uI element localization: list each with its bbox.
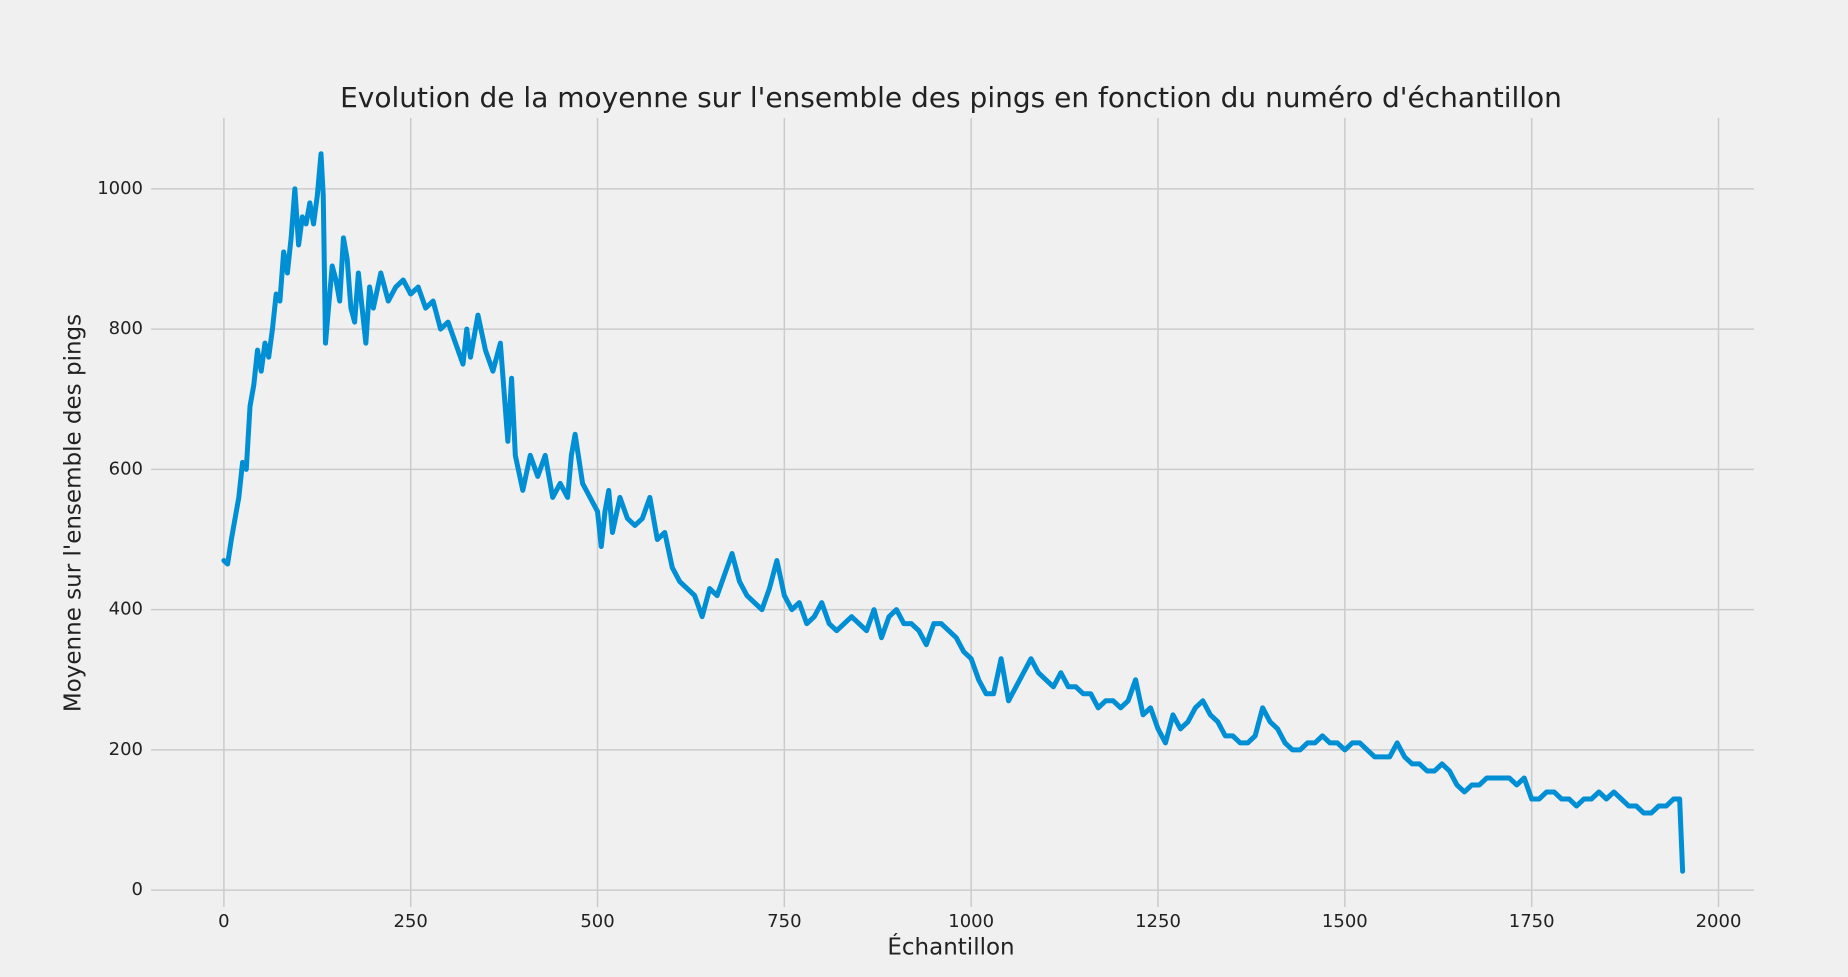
- x-tick-label: 0: [218, 911, 229, 932]
- x-tick-label: 1250: [1135, 911, 1181, 932]
- chart-title: Evolution de la moyenne sur l'ensemble d…: [340, 81, 1562, 114]
- x-tick-label: 2000: [1696, 911, 1742, 932]
- y-tick-label: 0: [132, 879, 143, 900]
- x-axis-label: Échantillon: [887, 933, 1014, 961]
- data-line: [221, 151, 1686, 874]
- x-tick-label: 1000: [948, 911, 994, 932]
- x-tick-label: 1500: [1322, 911, 1368, 932]
- plot-area: [221, 151, 1686, 874]
- y-tick-label: 200: [109, 739, 143, 760]
- y-tick-label: 800: [109, 318, 143, 339]
- x-tick-label: 250: [394, 911, 428, 932]
- x-tick-label: 750: [767, 911, 801, 932]
- x-tick-label: 500: [580, 911, 614, 932]
- y-axis-label: Moyenne sur l'ensemble des pings: [61, 314, 87, 712]
- x-tick-label: 1750: [1509, 911, 1555, 932]
- y-tick-label: 400: [109, 599, 143, 620]
- y-tick-label: 600: [109, 458, 143, 479]
- y-tick-label: 1000: [97, 178, 143, 199]
- grid: [151, 118, 1754, 907]
